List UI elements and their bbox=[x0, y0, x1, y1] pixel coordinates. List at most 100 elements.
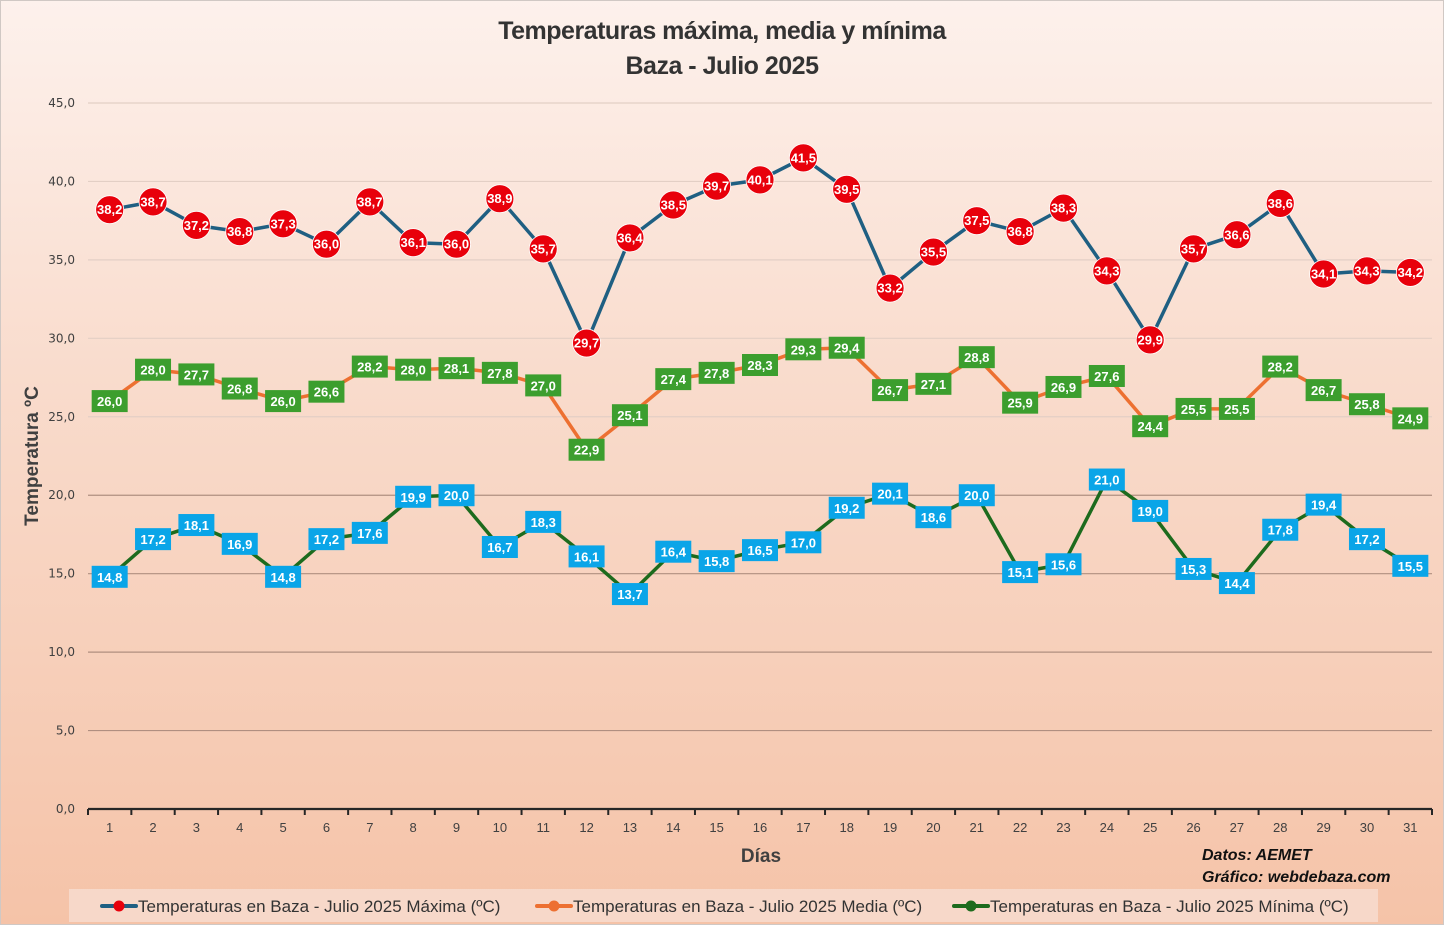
data-point-marker bbox=[572, 328, 601, 358]
data-point-marker bbox=[1309, 259, 1339, 289]
y-tick-label: 25,0 bbox=[48, 410, 75, 424]
x-tick-label: 30 bbox=[1360, 820, 1374, 835]
data-point-marker bbox=[181, 210, 211, 240]
x-tick-label: 2 bbox=[149, 820, 156, 835]
data-label: 17,2 bbox=[314, 532, 339, 547]
x-tick-label: 7 bbox=[366, 820, 373, 835]
data-point-marker bbox=[1352, 256, 1382, 286]
data-label-box bbox=[1132, 499, 1169, 522]
data-label: 16,4 bbox=[661, 545, 687, 560]
data-label-box bbox=[351, 521, 388, 544]
series-minima: 14,8 17,2 18,1 16,9 14,8 17,2 17,6 19,9 20,0 16,7… bbox=[91, 468, 1429, 606]
data-label-box bbox=[265, 390, 302, 413]
y-tick-label: 35,0 bbox=[48, 253, 75, 267]
data-point-marker bbox=[138, 187, 168, 217]
data-label: 28,2 bbox=[1268, 360, 1293, 375]
data-label: 35,7 bbox=[1181, 241, 1206, 256]
data-point-marker bbox=[875, 273, 905, 303]
data-label-box bbox=[1262, 355, 1299, 378]
data-label: 39,5 bbox=[834, 182, 859, 197]
data-label: 38,7 bbox=[357, 194, 382, 209]
x-tick-label: 1 bbox=[106, 820, 113, 835]
data-point-marker bbox=[95, 195, 125, 225]
data-label: 26,0 bbox=[97, 394, 122, 409]
data-label-box bbox=[1175, 557, 1212, 580]
data-label: 24,9 bbox=[1398, 411, 1423, 426]
data-label-box bbox=[1218, 572, 1255, 595]
data-label: 29,7 bbox=[574, 336, 599, 351]
data-label-box bbox=[525, 374, 562, 397]
data-point-marker bbox=[268, 209, 298, 239]
legend-marker-swatch bbox=[965, 900, 977, 912]
data-label: 26,8 bbox=[227, 382, 252, 397]
data-point-marker bbox=[355, 187, 385, 217]
x-tick-label: 28 bbox=[1273, 820, 1287, 835]
data-label-box bbox=[1002, 391, 1039, 414]
data-label: 15,3 bbox=[1181, 562, 1206, 577]
data-label-box bbox=[958, 484, 995, 507]
data-label-box bbox=[568, 545, 605, 568]
legend-marker-swatch bbox=[548, 900, 560, 912]
data-label-box bbox=[742, 354, 778, 377]
x-tick-label: 4 bbox=[236, 820, 243, 835]
y-tick-label: 30,0 bbox=[48, 331, 75, 345]
data-label: 17,2 bbox=[140, 532, 165, 547]
y-tick-label: 10,0 bbox=[48, 645, 75, 659]
data-point-marker bbox=[398, 228, 428, 258]
y-tick-label: 15,0 bbox=[48, 567, 75, 581]
data-label-box bbox=[1045, 375, 1082, 398]
data-label: 38,3 bbox=[1051, 201, 1076, 216]
data-point-marker bbox=[658, 190, 688, 220]
data-label-box bbox=[742, 539, 778, 562]
legend-label: Temperaturas en Baza - Julio 2025 Media … bbox=[573, 897, 922, 916]
data-label: 41,5 bbox=[791, 150, 816, 165]
data-label: 26,6 bbox=[314, 385, 339, 400]
data-label-box bbox=[178, 363, 215, 386]
data-label-box bbox=[1132, 415, 1169, 438]
series-line bbox=[108, 477, 1412, 596]
data-label: 38,9 bbox=[487, 191, 512, 206]
data-label-box bbox=[525, 510, 562, 533]
data-label-box bbox=[1392, 554, 1429, 577]
data-label: 35,5 bbox=[921, 245, 946, 260]
graphic-credit-annotation: Gráfico: webdebaza.com bbox=[1202, 869, 1391, 886]
data-label: 28,0 bbox=[140, 363, 165, 378]
y-tick-label: 20,0 bbox=[48, 488, 75, 502]
series-maxima: 38,2 38,7 37,2 36,8 37,3 36,0 38,7 36,1 36,0 38,9… bbox=[95, 143, 1425, 358]
data-label: 25,1 bbox=[617, 408, 642, 423]
data-label: 34,3 bbox=[1094, 263, 1119, 278]
data-label: 25,5 bbox=[1224, 402, 1249, 417]
legend-box bbox=[69, 889, 1378, 922]
data-label-box bbox=[611, 583, 648, 606]
data-label-box bbox=[1088, 364, 1125, 387]
data-label-box bbox=[1045, 553, 1082, 576]
data-label-box bbox=[91, 390, 128, 413]
data-label: 24,4 bbox=[1138, 419, 1164, 434]
data-point-marker bbox=[1005, 217, 1035, 247]
data-label-box bbox=[265, 565, 302, 588]
data-point-marker bbox=[1265, 189, 1295, 218]
data-label: 38,6 bbox=[1268, 196, 1293, 211]
data-label: 15,6 bbox=[1051, 557, 1076, 572]
data-label: 16,1 bbox=[574, 549, 599, 564]
data-label-box bbox=[91, 565, 128, 588]
data-label: 17,0 bbox=[791, 535, 816, 550]
data-label: 40,1 bbox=[747, 172, 772, 187]
data-point-marker bbox=[1092, 256, 1122, 286]
data-label: 19,2 bbox=[834, 501, 859, 516]
data-label: 28,8 bbox=[964, 350, 989, 365]
data-label-box bbox=[1305, 379, 1342, 402]
data-label: 37,5 bbox=[964, 213, 989, 228]
data-label: 36,8 bbox=[227, 224, 252, 239]
y-tick-label: 40,0 bbox=[48, 174, 75, 188]
data-label: 26,9 bbox=[1051, 380, 1076, 395]
data-point-marker bbox=[312, 229, 341, 259]
legend-item: Temperaturas en Baza - Julio 2025 Mínima… bbox=[952, 897, 1349, 916]
x-axis-tick-labels: 1 2 3 4 5 6 7 8 9 10 11 12 13 14 15 16 17 18 19 20 21 22 23 24 2… bbox=[106, 820, 1417, 835]
data-label: 16,9 bbox=[227, 537, 252, 552]
data-point-marker bbox=[702, 171, 732, 201]
x-tick-label: 23 bbox=[1056, 820, 1070, 835]
x-tick-label: 17 bbox=[796, 820, 810, 835]
data-label: 20,0 bbox=[964, 488, 989, 503]
